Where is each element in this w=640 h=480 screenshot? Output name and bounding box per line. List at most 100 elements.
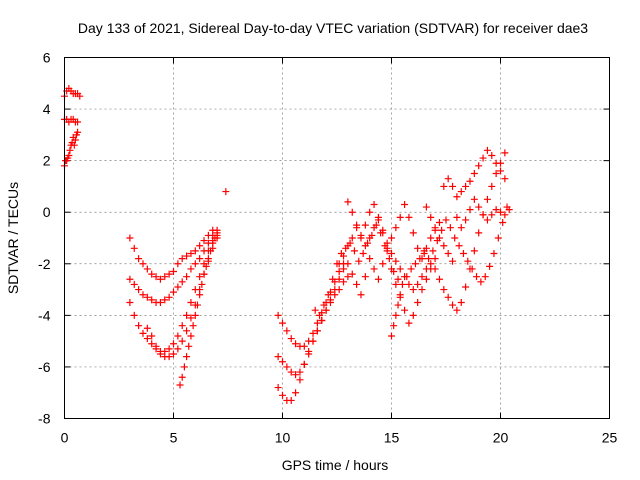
data-point <box>74 128 82 136</box>
data-point <box>348 270 356 278</box>
data-point <box>187 298 195 306</box>
data-point <box>477 278 485 286</box>
data-point <box>435 234 443 242</box>
data-point <box>165 270 173 278</box>
data-point <box>449 301 457 309</box>
data-point <box>353 280 361 288</box>
data-point <box>296 368 304 376</box>
data-point <box>505 206 513 214</box>
data-point <box>165 345 173 353</box>
data-point <box>183 273 191 281</box>
data-point <box>198 280 206 288</box>
data-point <box>435 275 443 283</box>
data-point <box>357 291 365 299</box>
data-point <box>411 260 419 268</box>
data-point <box>174 283 182 291</box>
data-point <box>409 286 417 294</box>
data-point <box>156 350 164 358</box>
data-point <box>126 234 134 242</box>
data-point <box>497 208 504 216</box>
data-point <box>178 373 186 381</box>
data-point <box>453 213 461 221</box>
data-point <box>490 249 498 257</box>
data-point <box>176 381 184 389</box>
series-arc-2e <box>176 231 221 389</box>
data-point <box>204 255 212 263</box>
x-tick-label: 10 <box>275 430 291 446</box>
data-point <box>189 322 197 330</box>
data-point <box>74 118 82 126</box>
data-point <box>66 146 74 154</box>
x-tick-label: 20 <box>493 430 509 446</box>
x-tick-label: 5 <box>170 430 178 446</box>
data-point <box>475 162 483 170</box>
data-point <box>466 265 474 273</box>
data-point <box>422 275 430 283</box>
data-point <box>392 257 400 265</box>
data-point <box>135 255 143 263</box>
data-point <box>366 234 374 242</box>
data-point <box>165 353 173 361</box>
data-point <box>139 291 147 299</box>
data-point <box>174 260 182 268</box>
data-point <box>470 247 478 255</box>
data-point <box>202 262 210 270</box>
data-point <box>180 363 188 371</box>
data-point <box>492 206 500 214</box>
data-point <box>357 234 365 242</box>
data-point <box>444 249 452 257</box>
data-point <box>427 213 435 221</box>
data-point <box>135 322 143 330</box>
data-point <box>344 198 352 206</box>
data-point <box>390 322 398 330</box>
y-axis-title: SDTVAR / TECUs <box>5 182 21 294</box>
data-point <box>187 249 195 257</box>
series-arc-3f <box>344 198 435 327</box>
data-point <box>196 255 204 263</box>
data-point <box>165 293 173 301</box>
data-point <box>355 257 363 265</box>
data-point <box>414 280 422 288</box>
data-point <box>379 229 387 237</box>
data-point <box>405 213 413 221</box>
data-point <box>348 234 356 242</box>
series-arc-3c <box>274 260 348 350</box>
data-point <box>388 249 395 257</box>
data-point <box>501 149 509 157</box>
data-point <box>455 242 463 250</box>
data-point <box>488 151 496 159</box>
data-point <box>191 260 199 268</box>
data-point <box>492 159 500 167</box>
data-point <box>187 314 195 322</box>
x-tick-label: 15 <box>384 430 400 446</box>
data-point <box>440 242 448 250</box>
data-point <box>279 319 286 327</box>
data-point <box>344 242 352 250</box>
data-point <box>435 219 443 227</box>
data-point <box>470 195 478 203</box>
data-point <box>130 280 138 288</box>
data-point <box>340 252 348 260</box>
data-point <box>126 275 134 283</box>
data-point <box>492 170 500 178</box>
data-point <box>462 216 470 224</box>
data-point <box>335 275 343 283</box>
data-point <box>143 265 151 273</box>
data-point <box>126 298 134 306</box>
data-point <box>76 92 84 100</box>
data-point <box>374 213 382 221</box>
data-point <box>374 275 382 283</box>
data-point <box>311 306 319 314</box>
data-point <box>414 244 422 252</box>
data-point <box>274 311 282 319</box>
data-point <box>183 353 191 361</box>
data-point <box>191 311 199 319</box>
series-arc-4d <box>453 195 513 232</box>
data-point <box>143 335 151 343</box>
data-point <box>453 193 461 201</box>
data-point <box>274 384 282 392</box>
data-point <box>418 286 426 294</box>
y-tick-label: 4 <box>43 101 51 117</box>
data-point <box>453 306 461 314</box>
data-point <box>407 265 415 273</box>
